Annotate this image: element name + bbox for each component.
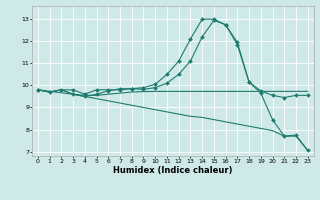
X-axis label: Humidex (Indice chaleur): Humidex (Indice chaleur) [113,166,233,175]
